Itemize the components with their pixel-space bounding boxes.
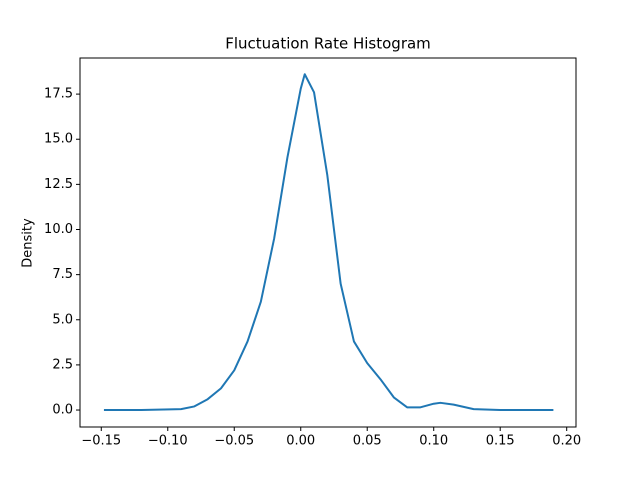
plot-frame bbox=[79, 57, 577, 428]
y-tick-label: 5.0 bbox=[52, 312, 73, 327]
y-tick-label: 12.5 bbox=[44, 177, 73, 192]
y-tick-label: 15.0 bbox=[44, 132, 73, 147]
y-tick-label: 2.5 bbox=[52, 357, 73, 372]
y-axis-label: Density bbox=[21, 218, 36, 268]
y-tick-label: 10.0 bbox=[44, 222, 73, 237]
x-tick-label: −0.10 bbox=[148, 434, 188, 449]
y-tick-label: 17.5 bbox=[44, 87, 73, 102]
y-tick-label: 0.0 bbox=[52, 403, 73, 418]
chart-title: Fluctuation Rate Histogram bbox=[225, 35, 431, 53]
x-tick-label: 0.20 bbox=[552, 434, 581, 449]
y-tick-label: 7.5 bbox=[52, 267, 73, 282]
x-tick-label: 0.05 bbox=[353, 434, 382, 449]
x-tick-label: −0.05 bbox=[214, 434, 254, 449]
x-tick-label: 0.10 bbox=[419, 434, 448, 449]
density-line bbox=[103, 73, 554, 412]
x-tick-label: 0.00 bbox=[286, 434, 315, 449]
x-tick-label: 0.15 bbox=[486, 434, 515, 449]
x-tick-label: −0.15 bbox=[81, 434, 121, 449]
